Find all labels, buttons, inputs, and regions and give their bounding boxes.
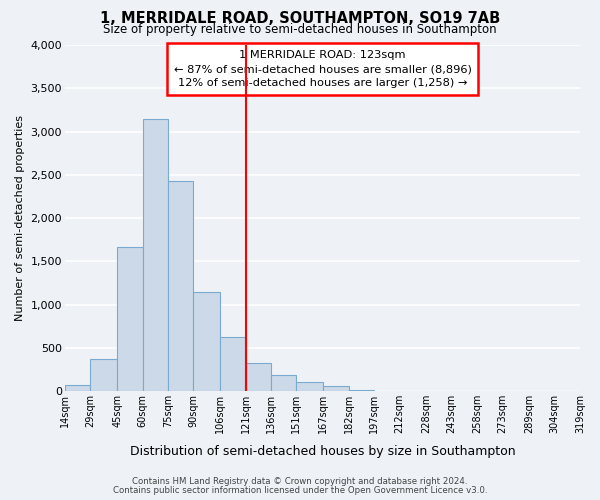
Bar <box>193 292 220 391</box>
Bar <box>323 386 349 391</box>
Text: Contains HM Land Registry data © Crown copyright and database right 2024.: Contains HM Land Registry data © Crown c… <box>132 477 468 486</box>
Text: Contains public sector information licensed under the Open Government Licence v3: Contains public sector information licen… <box>113 486 487 495</box>
Bar <box>168 181 193 391</box>
Bar <box>65 384 90 391</box>
Text: Size of property relative to semi-detached houses in Southampton: Size of property relative to semi-detach… <box>103 22 497 36</box>
Bar <box>143 118 168 391</box>
X-axis label: Distribution of semi-detached houses by size in Southampton: Distribution of semi-detached houses by … <box>130 444 515 458</box>
Y-axis label: Number of semi-detached properties: Number of semi-detached properties <box>15 115 25 321</box>
Text: 1 MERRIDALE ROAD: 123sqm
← 87% of semi-detached houses are smaller (8,896)
12% o: 1 MERRIDALE ROAD: 123sqm ← 87% of semi-d… <box>173 50 472 88</box>
Bar <box>245 362 271 391</box>
Bar <box>349 390 374 391</box>
Bar <box>90 359 118 391</box>
Bar <box>118 246 143 391</box>
Text: 1, MERRIDALE ROAD, SOUTHAMPTON, SO19 7AB: 1, MERRIDALE ROAD, SOUTHAMPTON, SO19 7AB <box>100 11 500 26</box>
Bar <box>271 375 296 391</box>
Bar <box>296 382 323 391</box>
Bar <box>220 336 245 391</box>
